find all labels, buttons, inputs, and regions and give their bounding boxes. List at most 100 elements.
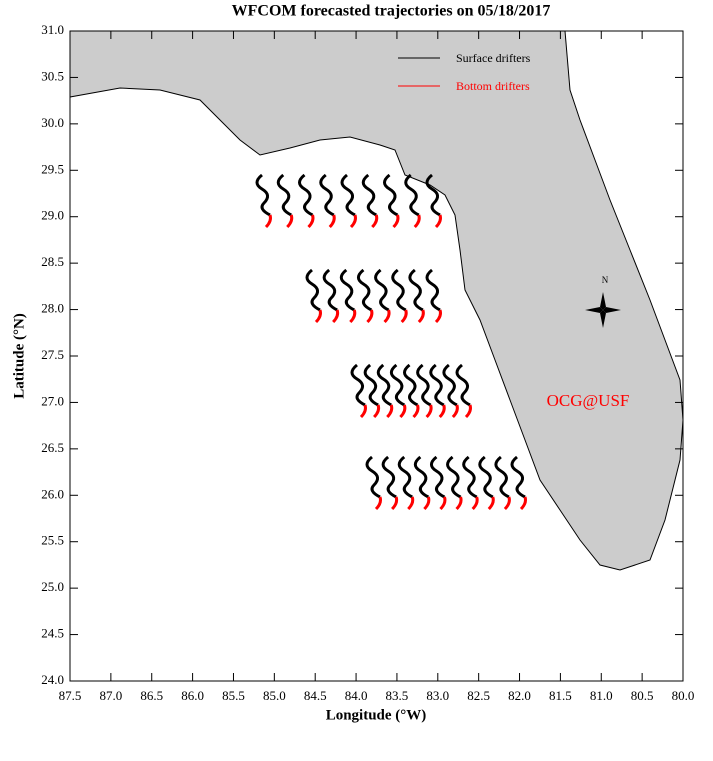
surface-trajectory [276,173,292,217]
bottom-trajectory [328,214,336,229]
y-axis-label: Latitude (°N) [11,313,27,399]
surface-trajectory [363,363,379,407]
bottom-trajectory [425,404,433,419]
surface-trajectory [361,173,377,217]
y-tick-label: 26.0 [41,486,64,501]
bottom-trajectory [371,214,379,229]
surface-trajectory [429,363,445,407]
legend-label: Surface drifters [456,51,531,65]
surface-trajectory [442,363,458,407]
y-tick-label: 24.0 [41,672,64,687]
surface-trajectory [413,455,430,499]
trajectories [255,173,527,511]
surface-trajectory [255,173,271,217]
y-tick-label: 25.5 [41,533,64,548]
surface-trajectory [478,455,494,499]
surface-trajectory [298,173,314,217]
y-tick-label: 27.5 [41,347,64,362]
bottom-trajectory [391,496,399,511]
x-tick-label: 81.0 [590,688,613,703]
bottom-trajectory [439,496,447,511]
bottom-trajectory [417,309,425,324]
annotation: OCG@USF [547,391,630,410]
bottom-trajectory [383,309,391,324]
surface-trajectory [494,455,510,499]
surface-trajectory [339,268,355,312]
bottom-trajectory [519,496,527,511]
bottom-trajectory [400,309,408,324]
x-tick-label: 84.5 [304,688,327,703]
y-tick-label: 29.5 [41,161,64,176]
bottom-trajectory [434,214,442,229]
bottom-trajectory [286,214,294,229]
bottom-trajectory [399,404,407,419]
bottom-trajectory [359,404,367,419]
bottom-trajectory [455,496,463,511]
surface-trajectory [446,455,462,499]
bottom-trajectory [349,309,357,324]
bottom-trajectory [373,404,381,419]
legend-label: Bottom drifters [456,79,530,93]
surface-trajectory [425,268,441,312]
surface-trajectory [376,363,392,407]
bottom-trajectory [264,214,272,229]
surface-trajectory [455,363,471,407]
y-tick-label: 26.5 [41,440,64,455]
bottom-trajectory [412,404,420,419]
surface-trajectory [425,173,441,217]
land [69,30,684,571]
compass: N [585,275,621,328]
bottom-trajectory [434,309,442,324]
surface-trajectory [389,363,406,407]
x-tick-label: 84.0 [345,688,368,703]
y-tick-label: 27.0 [41,393,64,408]
x-axis-label: Longitude (°W) [326,707,427,723]
x-tick-label: 82.5 [467,688,490,703]
surface-trajectory [340,173,356,217]
surface-trajectory [383,173,399,217]
x-tick-label: 86.5 [140,688,163,703]
bottom-trajectory [386,404,394,419]
bottom-trajectory [423,496,431,511]
x-tick-label: 86.0 [181,688,204,703]
bottom-trajectory [438,404,446,419]
x-tick-label: 82.0 [508,688,531,703]
surface-trajectory [381,455,397,499]
surface-trajectory [350,363,366,407]
x-tick-label: 83.0 [426,688,449,703]
surface-trajectory [397,455,413,499]
surface-trajectory [305,268,321,312]
surface-trajectory [429,455,446,499]
bottom-trajectory [332,309,340,324]
y-tick-label: 30.5 [41,68,64,83]
surface-trajectory [408,268,424,312]
bottom-trajectory [349,214,357,229]
y-tick-label: 28.5 [41,254,64,269]
y-tick-label: 24.5 [41,626,64,641]
bottom-trajectory [307,214,315,229]
x-tick-label: 85.0 [263,688,286,703]
x-tick-label: 83.5 [386,688,409,703]
surface-trajectory [416,363,432,407]
x-tick-label: 87.0 [99,688,122,703]
bottom-trajectory [314,309,322,324]
bottom-trajectory [487,496,495,511]
y-tick-label: 25.0 [41,579,64,594]
bottom-trajectory [471,496,479,511]
surface-trajectory [404,173,420,217]
surface-trajectory [403,363,419,407]
surface-trajectory [356,268,373,312]
bottom-trajectory [392,214,400,229]
y-tick-label: 30.0 [41,115,64,130]
surface-trajectory [510,455,526,499]
bottom-trajectory [413,214,421,229]
x-tick-label: 80.0 [672,688,695,703]
compass-label: N [602,275,609,285]
surface-trajectory [462,455,478,499]
surface-trajectory [374,268,390,312]
bottom-trajectory [451,404,459,419]
x-tick-label: 81.5 [549,688,572,703]
y-tick-label: 29.0 [41,208,64,223]
surface-trajectory [365,455,381,499]
x-tick-label: 87.5 [59,688,82,703]
